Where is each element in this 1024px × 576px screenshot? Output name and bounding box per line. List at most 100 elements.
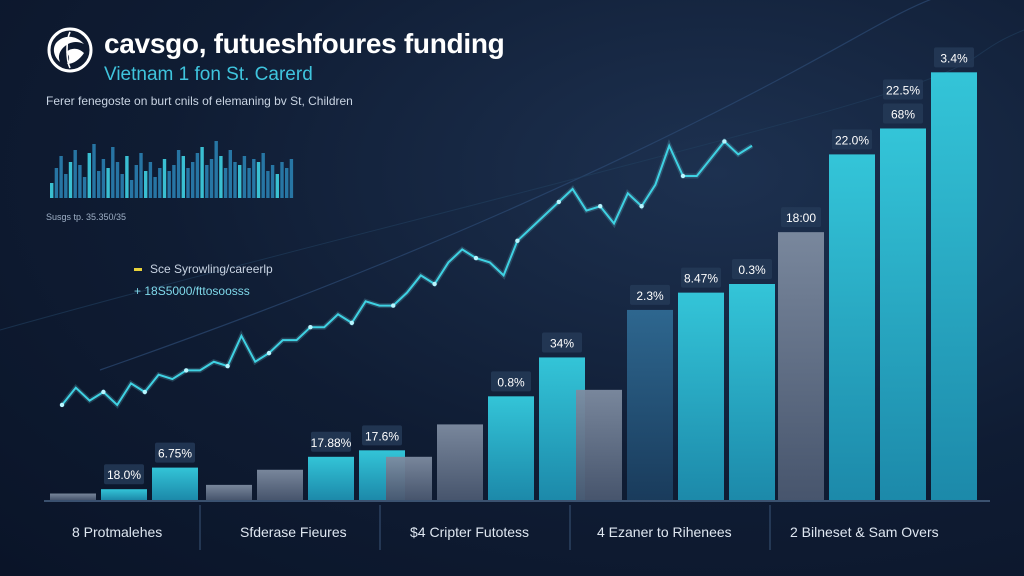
mini-chart-bar bbox=[78, 165, 82, 198]
bar-label-box bbox=[542, 332, 582, 353]
mini-chart-bar bbox=[148, 162, 153, 198]
x-category-label: 2 Bilneset & Sam Overs bbox=[790, 524, 939, 540]
legend-swatch bbox=[134, 267, 142, 271]
bar-data-label: 18.0% bbox=[107, 468, 141, 482]
mini-chart-bar bbox=[162, 159, 167, 198]
bar-label-box bbox=[491, 371, 531, 392]
line-point bbox=[59, 402, 65, 408]
bar-label-box bbox=[104, 464, 144, 485]
line-point bbox=[722, 139, 727, 144]
mini-chart-bar bbox=[266, 171, 270, 198]
line-point bbox=[515, 238, 520, 243]
line-series bbox=[61, 139, 753, 407]
mini-chart-bar bbox=[289, 159, 294, 198]
bar-data-label: 22.5% bbox=[886, 83, 920, 97]
mini-chart-bar bbox=[97, 171, 101, 198]
mini-chart-bar bbox=[214, 141, 218, 198]
bar-label-box bbox=[883, 103, 923, 124]
chart-bar bbox=[50, 493, 96, 500]
background-trend-line bbox=[0, 29, 1024, 331]
bar-label-box bbox=[832, 129, 872, 150]
globe-logo-icon bbox=[47, 27, 93, 73]
legend-item: Sce Syrowling/careerlp bbox=[134, 258, 273, 280]
mini-chart-bar bbox=[261, 153, 265, 198]
chart-caption: Ferer fenegoste on burt cnils of elemani… bbox=[46, 94, 353, 108]
mini-chart-bar bbox=[209, 159, 214, 198]
chart-title: cavsgo, futueshfoures funding bbox=[104, 28, 505, 59]
mini-chart-bar bbox=[275, 174, 279, 198]
line-point bbox=[349, 320, 354, 326]
mini-chart-bar bbox=[153, 177, 157, 198]
mini-chart-bar bbox=[205, 165, 209, 198]
legend: Sce Syrowling/careerlp + 18S5000/fttosoo… bbox=[134, 258, 273, 302]
bar-data-label: 3.4% bbox=[940, 51, 968, 65]
mini-chart-caption: Susgs tp. 35.350/35 bbox=[46, 212, 127, 222]
chart-bar bbox=[880, 128, 926, 501]
mini-chart-bar bbox=[256, 162, 261, 198]
mini-chart-bar bbox=[195, 153, 200, 198]
chart-bar bbox=[437, 424, 483, 500]
line-point bbox=[142, 389, 147, 395]
line-point bbox=[184, 368, 189, 373]
mini-chart-bar bbox=[64, 174, 68, 198]
mini-chart-bar bbox=[73, 150, 77, 198]
bar-label-box bbox=[155, 442, 195, 463]
bar-label-box bbox=[630, 284, 670, 305]
bar-data-label: 17.88% bbox=[311, 436, 352, 450]
mini-chart-bar bbox=[54, 168, 59, 198]
mini-chart-bar bbox=[134, 165, 138, 198]
mini-chart-bar bbox=[219, 156, 223, 198]
chart-bar bbox=[931, 72, 977, 500]
bar-data-label: 6.75% bbox=[158, 447, 192, 461]
mini-chart-bar bbox=[129, 180, 134, 198]
bar-label-box bbox=[781, 207, 821, 228]
chart-bar bbox=[386, 456, 432, 500]
line-point bbox=[266, 350, 272, 356]
mini-chart-bar bbox=[228, 150, 232, 198]
chart-bar bbox=[488, 396, 534, 500]
legend-item: + 18S5000/fttosoosss bbox=[134, 280, 273, 302]
mini-chart-bar bbox=[92, 144, 96, 198]
line-point bbox=[391, 303, 396, 308]
line-point bbox=[432, 281, 437, 287]
bar-data-label: 8.47% bbox=[684, 272, 718, 286]
mini-chart-bar bbox=[139, 153, 143, 198]
mini-chart-bar bbox=[270, 165, 275, 198]
chart-bar bbox=[729, 284, 775, 500]
mini-chart-bar bbox=[115, 162, 120, 198]
mini-chart-bar bbox=[252, 159, 256, 198]
chart-bar bbox=[308, 456, 354, 500]
mini-chart-bar bbox=[238, 165, 242, 198]
x-category-label: Sfderase Fieures bbox=[240, 524, 347, 540]
line-point bbox=[225, 363, 230, 369]
chart-subtitle: Vietnam 1 fon St. Carerd bbox=[104, 64, 313, 85]
line-point bbox=[639, 204, 644, 209]
bar-label-box bbox=[681, 267, 721, 288]
legend-label: Sce Syrowling/careerlp bbox=[150, 262, 273, 276]
mini-chart-bar bbox=[191, 162, 195, 198]
line-point bbox=[101, 389, 106, 395]
mini-chart-bar bbox=[144, 171, 148, 198]
chart-bar bbox=[257, 469, 303, 500]
bar-data-label: 68% bbox=[891, 107, 915, 121]
chart-bar bbox=[627, 309, 673, 500]
mini-chart-bar bbox=[120, 174, 124, 198]
mini-chart-bar bbox=[233, 162, 237, 198]
chart-bar bbox=[829, 154, 875, 500]
mini-chart-bar bbox=[181, 156, 185, 198]
mini-chart-bar bbox=[186, 168, 190, 198]
legend-value: + 18S5000/fttosoosss bbox=[134, 284, 250, 298]
line-point bbox=[556, 199, 561, 205]
mini-chart-bar bbox=[176, 150, 181, 198]
bar-label-box bbox=[883, 79, 923, 100]
line-point bbox=[308, 325, 313, 330]
line-point bbox=[473, 255, 479, 261]
mini-chart-bar bbox=[167, 171, 171, 198]
mini-chart-bar bbox=[247, 168, 251, 198]
mini-chart-bar bbox=[101, 159, 106, 198]
chart-bar bbox=[576, 389, 622, 500]
mini-chart-bar bbox=[223, 168, 228, 198]
x-category-label: 8 Protmalehes bbox=[72, 524, 163, 540]
bar-label-box bbox=[732, 259, 772, 279]
